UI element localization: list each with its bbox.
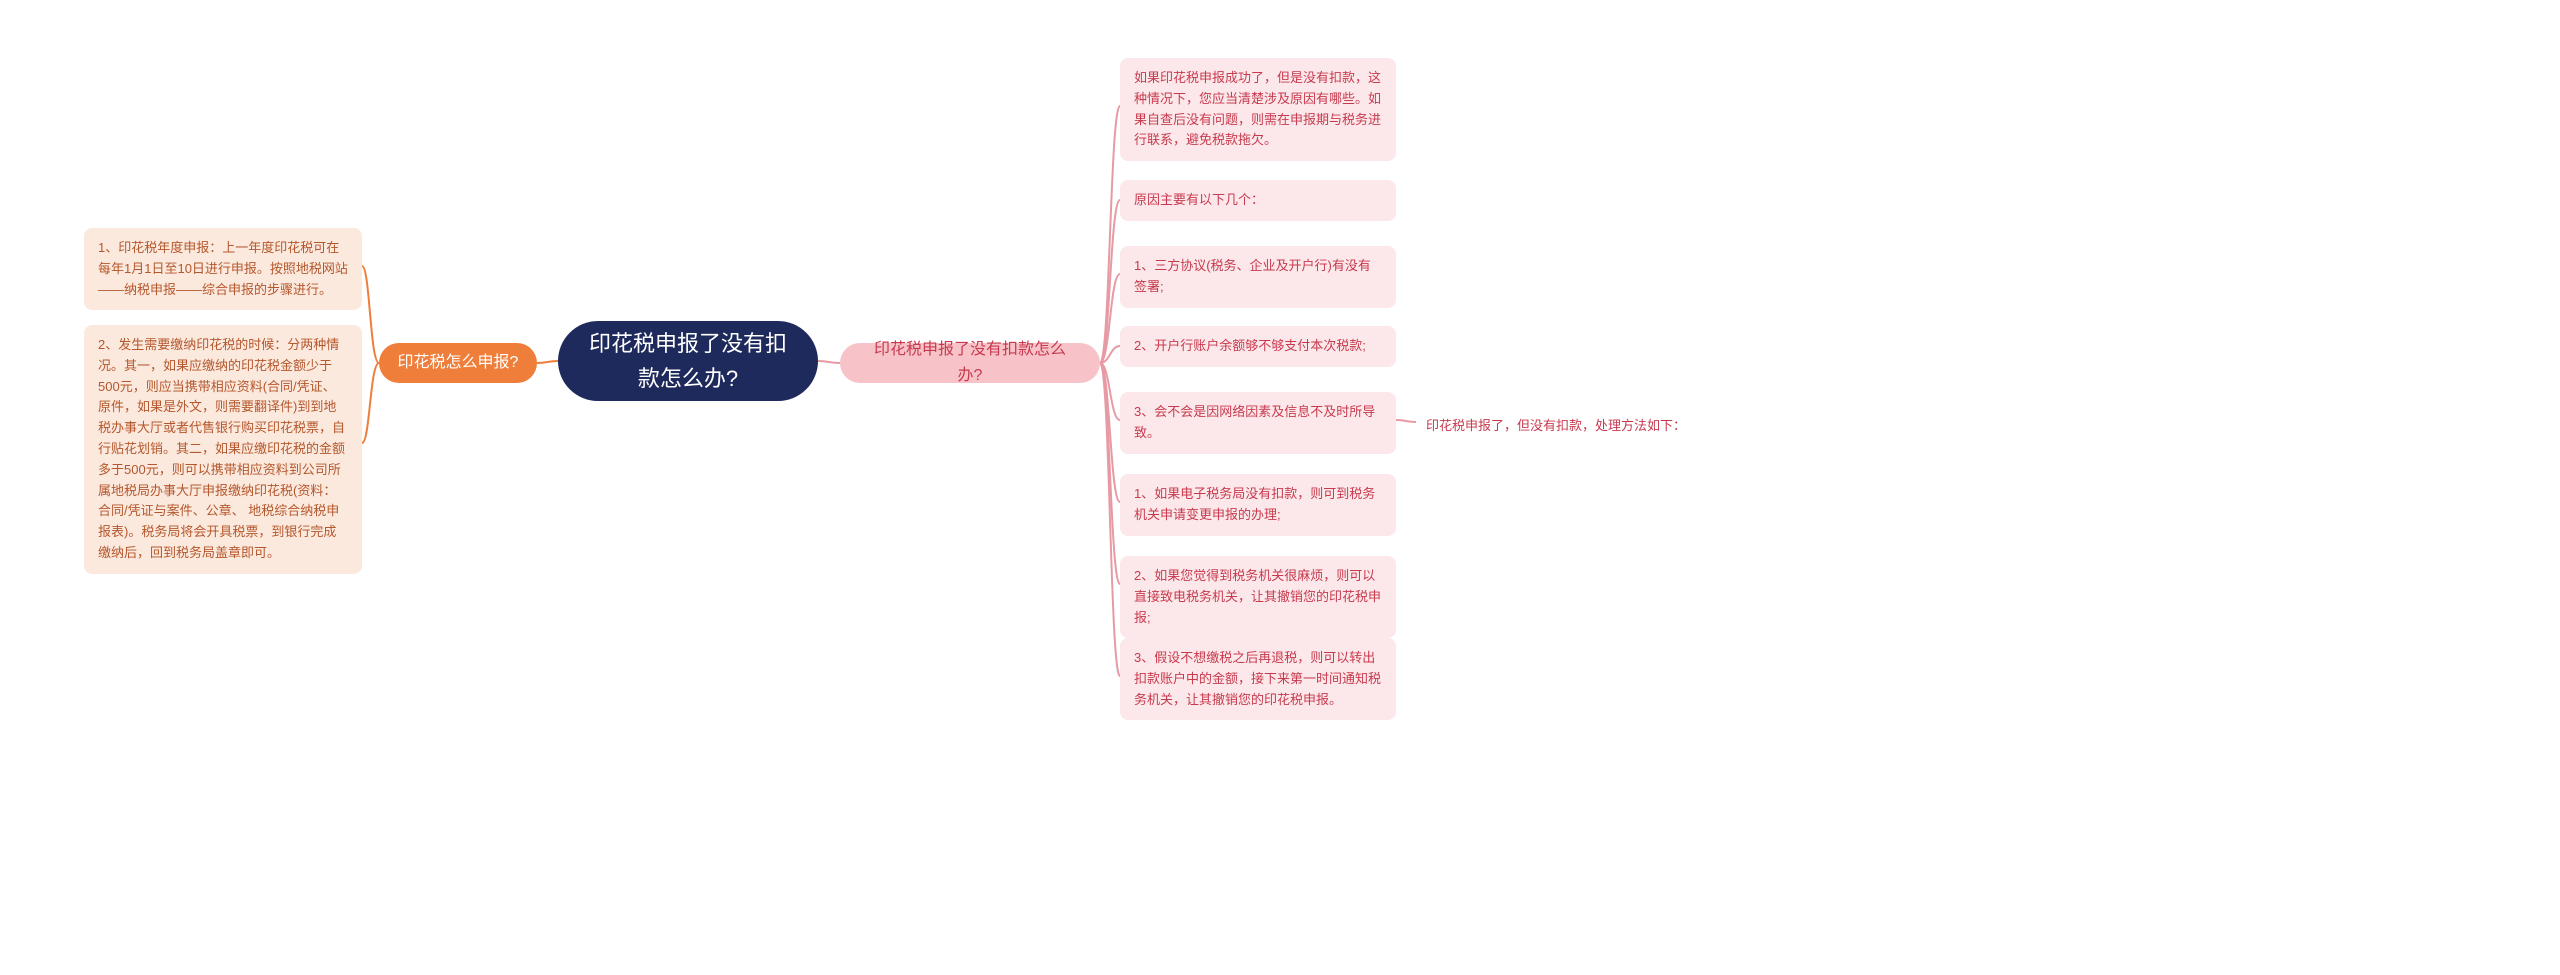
- leaf-l2[interactable]: 2、发生需要缴纳印花税的时候：分两种情况。其一，如果应缴纳的印花税金额少于500…: [84, 325, 362, 574]
- leaf-r5[interactable]: 3、会不会是因网络因素及信息不及时所导致。: [1120, 392, 1396, 454]
- leaf-r8[interactable]: 3、假设不想缴税之后再退税，则可以转出扣款账户中的金额，接下来第一时间通知税务机…: [1120, 638, 1396, 720]
- connector: [818, 361, 840, 363]
- connector: [537, 361, 558, 363]
- connector: [1396, 420, 1416, 422]
- leaf-r3[interactable]: 1、三方协议(税务、企业及开户行)有没有签署;: [1120, 246, 1396, 308]
- connector: [1100, 274, 1120, 363]
- leaf-r2[interactable]: 原因主要有以下几个：: [1120, 180, 1396, 221]
- branch-left[interactable]: 印花税怎么申报?: [379, 343, 537, 383]
- leaf-r7[interactable]: 2、如果您觉得到税务机关很麻烦，则可以直接致电税务机关，让其撤销您的印花税申报;: [1120, 556, 1396, 638]
- leaf-r6[interactable]: 1、如果电子税务局没有扣款，则可到税务机关申请变更申报的办理;: [1120, 474, 1396, 536]
- connector: [362, 363, 379, 443]
- connector: [1100, 363, 1120, 502]
- connector: [362, 266, 379, 363]
- connector: [1100, 363, 1120, 584]
- leaf-r4[interactable]: 2、开户行账户余额够不够支付本次税款;: [1120, 326, 1396, 367]
- connector: [1100, 106, 1120, 363]
- branch-right[interactable]: 印花税申报了没有扣款怎么办?: [840, 343, 1100, 383]
- connector: [1100, 363, 1120, 420]
- leaf-r1[interactable]: 如果印花税申报成功了，但是没有扣款，这种情况下，您应当清楚涉及原因有哪些。如果自…: [1120, 58, 1396, 161]
- mindmap-root[interactable]: 印花税申报了没有扣款怎么办?: [558, 321, 818, 401]
- connector: [1100, 346, 1120, 363]
- connector: [1100, 363, 1120, 676]
- leaf-r5a[interactable]: 印花税申报了，但没有扣款，处理方法如下：: [1416, 410, 1716, 443]
- connector: [1100, 200, 1120, 363]
- leaf-l1[interactable]: 1、印花税年度申报：上一年度印花税可在每年1月1日至10日进行申报。按照地税网站…: [84, 228, 362, 310]
